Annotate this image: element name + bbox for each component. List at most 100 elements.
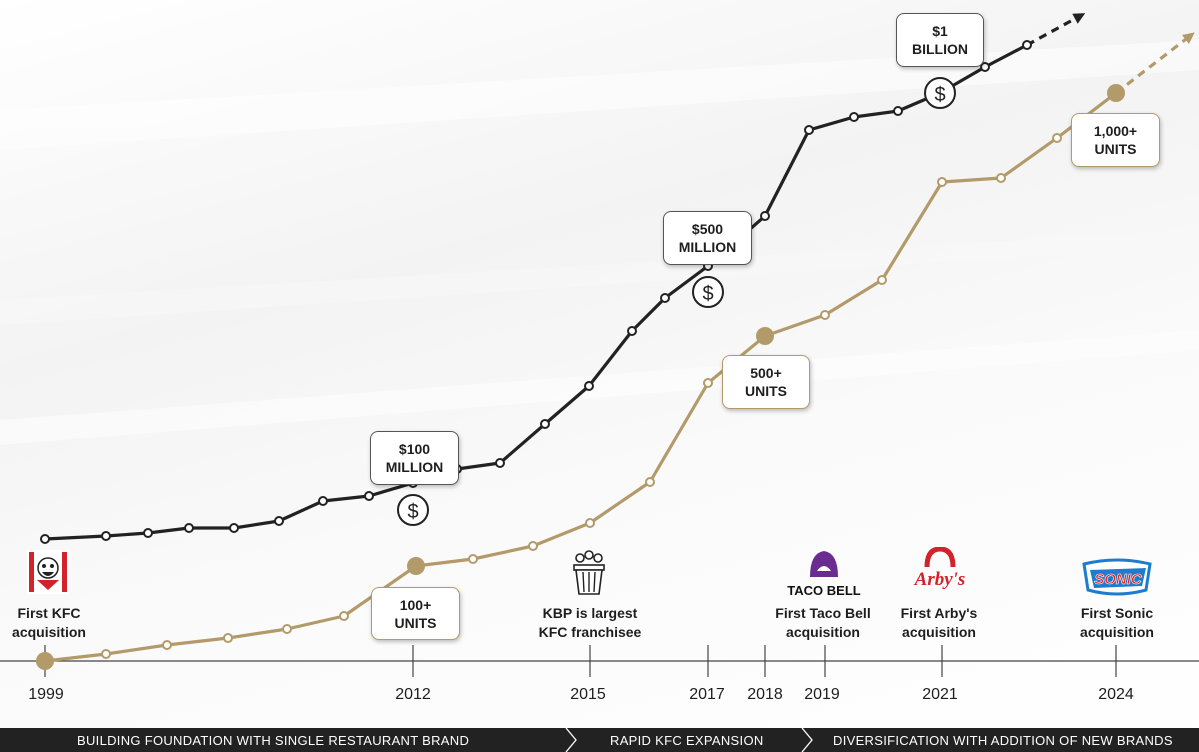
revenue-point (229, 523, 239, 533)
units-series (36, 32, 1195, 670)
dollar-icon: $ (924, 77, 956, 109)
svg-text:$: $ (934, 84, 945, 106)
revenue-point (143, 528, 153, 538)
arbys-logo-text: Arby's (914, 569, 966, 590)
units-point (468, 554, 478, 564)
revenue-trend-arrowhead (1072, 13, 1086, 24)
callout-1000-units: 1,000+ UNITS (1071, 113, 1160, 167)
x-tick-label: 2012 (395, 686, 431, 703)
revenue-point (184, 523, 194, 533)
milestone-line: KFC franchisee (538, 624, 642, 640)
units-point (703, 378, 713, 388)
dollar-icon: $ (397, 494, 429, 526)
units-point (407, 557, 425, 575)
units-point (36, 652, 54, 670)
x-tick-label: 2021 (922, 686, 958, 703)
sonic-logo-text: SONIC (1094, 571, 1143, 588)
revenue-point (660, 293, 670, 303)
units-point (282, 624, 292, 634)
phase-label-rapid-expansion: RAPID KFC EXPANSION (610, 733, 764, 748)
milestone-line: First Arby's (900, 605, 978, 621)
units-point (756, 327, 774, 345)
phase-label-foundation: BUILDING FOUNDATION WITH SINGLE RESTAURA… (77, 733, 470, 748)
revenue-point (101, 531, 111, 541)
milestone-first-sonic: First Sonic acquisition (1042, 604, 1192, 642)
revenue-point (495, 458, 505, 468)
units-point (223, 633, 233, 643)
revenue-point (364, 491, 374, 501)
x-tick-label: 2018 (747, 686, 783, 703)
milestone-line: First KFC (17, 605, 81, 621)
revenue-point (627, 326, 637, 336)
x-tick-label: 2024 (1098, 686, 1134, 703)
x-tick-label: 2017 (689, 686, 725, 703)
units-trend-arrowhead (1182, 32, 1195, 44)
units-point (585, 518, 595, 528)
callout-line: MILLION (385, 459, 444, 475)
callout-100-million: $100 MILLION (370, 431, 459, 485)
callout-line: 1,000+ (1093, 123, 1138, 139)
milestone-line: First Taco Bell (775, 605, 871, 621)
revenue-point (584, 381, 594, 391)
revenue-point (40, 534, 50, 544)
callout-line: UNITS (745, 383, 787, 399)
milestone-line: acquisition (1080, 624, 1154, 640)
callout-line: UNITS (394, 614, 437, 631)
arbys-logo: Arby's (905, 546, 975, 593)
milestone-first-kfc: First KFC acquisition (0, 604, 124, 642)
milestone-first-taco-bell: First Taco Bell acquisition (748, 604, 898, 642)
milestone-line: acquisition (786, 624, 860, 640)
units-point (996, 173, 1006, 183)
callout-line: 100+ (399, 596, 432, 613)
units-point (528, 541, 538, 551)
callout-500-million: $500 MILLION (663, 211, 752, 265)
units-point (339, 611, 349, 621)
units-point (937, 177, 947, 187)
svg-text:$: $ (702, 283, 713, 305)
phase-bar (0, 728, 1199, 752)
milestone-line: acquisition (902, 624, 976, 640)
callout-line: $500 (691, 221, 724, 237)
callout-500-units: 500+ UNITS (722, 355, 810, 409)
callout-1-billion: $1 BILLION (896, 13, 984, 67)
x-tick-label: 1999 (28, 686, 64, 703)
units-point (1107, 84, 1125, 102)
taco-bell-logo: TACO BELL (782, 547, 866, 599)
background-streaks (0, 40, 1199, 445)
sonic-logo: SONIC (1080, 558, 1154, 596)
revenue-point (274, 516, 284, 526)
x-tick-label: 2015 (570, 686, 606, 703)
callout-line: $100 (398, 441, 431, 457)
units-point (101, 649, 111, 659)
revenue-trend-dashed (1026, 14, 1081, 47)
revenue-point (980, 62, 990, 72)
milestone-line: acquisition (12, 624, 86, 640)
revenue-point (849, 112, 859, 122)
x-tick-label: 2019 (804, 686, 840, 703)
units-point (645, 477, 655, 487)
svg-text:$: $ (407, 501, 418, 523)
units-trend-dashed (1115, 34, 1191, 95)
milestone-kbp-largest: KBP is largest KFC franchisee (515, 604, 665, 642)
fried-chicken-bucket-icon (571, 550, 607, 596)
kfc-logo (27, 550, 69, 594)
units-point (162, 640, 172, 650)
milestone-line: First Sonic (1080, 605, 1154, 621)
callout-line: UNITS (1094, 141, 1137, 157)
revenue-point (893, 106, 903, 116)
revenue-point (318, 496, 328, 506)
revenue-point (804, 125, 814, 135)
callout-line: MILLION (678, 239, 737, 255)
taco-bell-logo-text: TACO BELL (787, 583, 860, 598)
milestone-first-arbys: First Arby's acquisition (864, 604, 1014, 642)
phase-label-diversification: DIVERSIFICATION WITH ADDITION OF NEW BRA… (833, 733, 1173, 748)
callout-line: 500+ (750, 365, 782, 381)
revenue-point (760, 211, 770, 221)
units-point (877, 275, 887, 285)
units-point (1052, 133, 1062, 143)
dollar-icon: $ (692, 276, 724, 308)
callout-line: $1 (932, 23, 948, 39)
callout-line: BILLION (912, 41, 968, 57)
